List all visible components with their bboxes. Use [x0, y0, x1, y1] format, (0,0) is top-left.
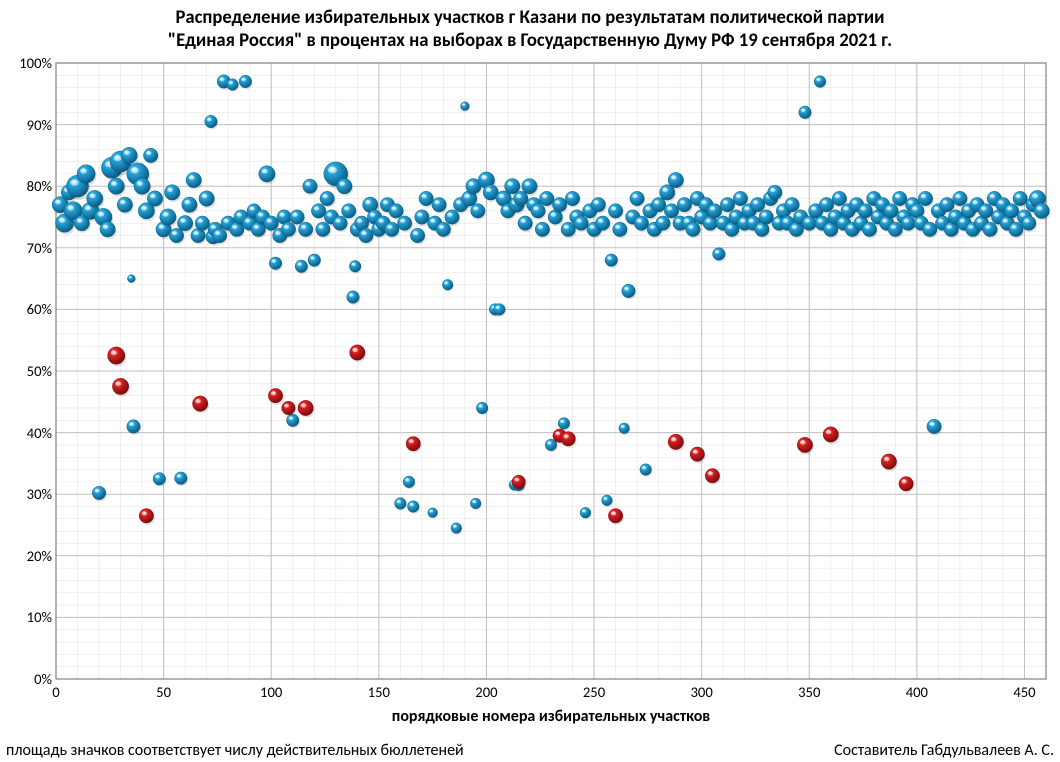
y-tick-label: 30%: [27, 485, 52, 503]
bubble-main: [451, 523, 463, 535]
bubble-main: [613, 222, 629, 238]
bubble-highlight: [350, 345, 367, 362]
x-tick-label: 100: [259, 683, 283, 701]
x-tick-label: 200: [474, 683, 498, 701]
bubble-main: [199, 191, 216, 208]
y-tick-label: 90%: [27, 116, 52, 134]
x-tick-label: 150: [367, 683, 391, 701]
footer-note-left: площадь значков соответствует числу дейс…: [6, 741, 464, 760]
x-tick-label: 0: [44, 683, 68, 701]
x-axis-label: порядковые номера избирательных участков: [56, 707, 1046, 726]
x-tick-label: 400: [905, 683, 929, 701]
bubble-main: [164, 185, 181, 202]
bubble-main: [153, 473, 167, 487]
y-tick-label: 60%: [27, 300, 52, 318]
bubble-main: [347, 291, 361, 305]
bubble-main: [558, 418, 571, 431]
bubble-main: [308, 254, 322, 268]
x-tick-label: 450: [1012, 683, 1036, 701]
y-tick-label: 70%: [27, 239, 52, 257]
bubble-main: [608, 204, 624, 220]
bubble-highlight: [668, 434, 685, 451]
bubble-highlight: [690, 447, 706, 463]
bubble-highlight: [561, 432, 577, 448]
bubble-main: [605, 254, 619, 268]
y-tick-label: 40%: [27, 424, 52, 442]
bubble-main: [127, 275, 135, 284]
bubble-main: [630, 191, 646, 207]
bubble-main: [580, 507, 592, 519]
bubble-highlight: [298, 400, 315, 417]
bubble-main: [1034, 203, 1051, 220]
bubble-highlight: [268, 388, 284, 404]
y-tick-label: 100%: [19, 54, 52, 72]
bubble-main: [175, 472, 189, 486]
y-tick-label: 80%: [27, 177, 52, 195]
bubble-main: [259, 166, 277, 184]
bubble-main: [476, 402, 489, 415]
bubble-highlight: [608, 509, 624, 525]
bubble-main: [303, 179, 319, 195]
bubble-main: [295, 260, 309, 274]
bubble-main: [407, 501, 420, 514]
bubble-main: [461, 102, 470, 112]
bubble-main: [108, 178, 126, 196]
bubble-main: [337, 178, 354, 195]
bubble-highlight: [112, 378, 130, 396]
bubble-highlight: [797, 437, 814, 454]
bubble-highlight: [108, 347, 127, 367]
bubble-highlight: [899, 476, 915, 492]
bubble-main: [239, 75, 253, 89]
bubble-main: [349, 260, 362, 273]
bubble-main: [428, 508, 438, 519]
x-tick-label: 50: [152, 683, 176, 701]
bubble-main: [432, 197, 448, 213]
x-tick-label: 250: [582, 683, 606, 701]
bubble-main: [518, 216, 534, 232]
bubble-highlight: [823, 427, 840, 444]
bubble-main: [799, 106, 813, 120]
bubble-main: [619, 423, 631, 435]
bubble-main: [535, 222, 551, 238]
bubble-main: [640, 464, 653, 477]
bubble-main: [182, 197, 199, 214]
x-tick-label: 350: [797, 683, 821, 701]
bubble-main: [100, 222, 117, 239]
bubble-highlight: [139, 509, 155, 525]
bubble-main: [713, 248, 727, 262]
bubble-main: [470, 498, 482, 510]
bubble-main: [227, 79, 240, 92]
bubble-main: [814, 76, 827, 89]
bubble-main: [143, 148, 159, 164]
y-tick-label: 20%: [27, 547, 52, 565]
bubble-main: [442, 279, 454, 291]
bubble-highlight: [282, 401, 297, 416]
chart-area: [56, 63, 1046, 679]
footer-note-right: Составитель Габдульвалеев А. С.: [834, 741, 1054, 760]
y-tick-label: 10%: [27, 608, 52, 626]
bubble-highlight: [705, 468, 721, 484]
bubble-main: [92, 486, 107, 501]
page: Распределение избирательных участков г К…: [0, 0, 1060, 762]
bubble-highlight: [406, 436, 422, 452]
y-tick-label: 50%: [27, 362, 52, 380]
bubble-main: [298, 222, 314, 238]
bubble-main: [186, 172, 203, 189]
bubble-main: [471, 204, 487, 220]
bubble-main: [410, 228, 426, 244]
bubble-main: [403, 476, 416, 489]
x-tick-label: 300: [690, 683, 714, 701]
bubble-main: [602, 495, 614, 507]
bubble-main: [395, 498, 408, 511]
bubble-main: [117, 197, 134, 214]
